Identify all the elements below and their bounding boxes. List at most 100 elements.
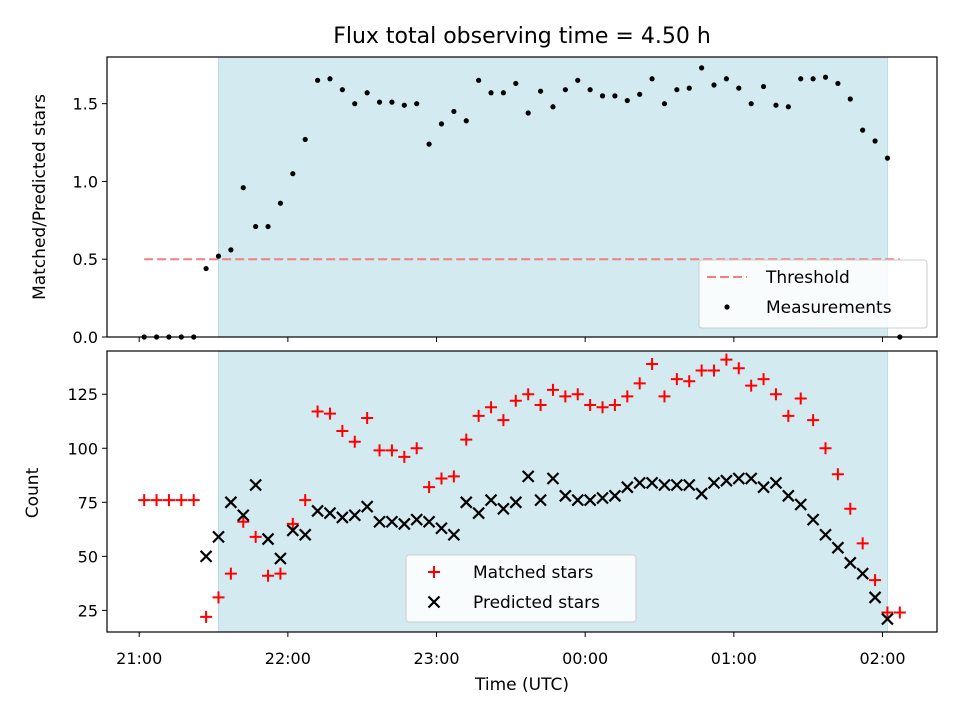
ratio-y-tick-label: 1.5 xyxy=(73,95,98,114)
ratio-legend-entry: Threshold xyxy=(707,268,850,288)
predicted-stars-point xyxy=(707,476,721,490)
predicted-stars-point xyxy=(844,556,857,570)
predicted-stars-point xyxy=(286,524,300,537)
predicted-stars-point xyxy=(621,480,634,494)
predicted-stars-point xyxy=(757,480,770,494)
count-y-tick-label: 100 xyxy=(67,439,98,458)
predicted-stars-point xyxy=(274,552,287,565)
measurements-point xyxy=(290,171,296,177)
x-tick-label: 23:00 xyxy=(413,649,459,668)
predicted-stars-series xyxy=(199,470,894,626)
measurements-point xyxy=(488,90,494,96)
predicted-stars-point xyxy=(670,478,684,492)
matched-stars-point xyxy=(299,494,312,507)
ratio-legend-label: Threshold xyxy=(765,268,850,288)
predicted-stars-point xyxy=(398,517,411,531)
x-tick-label: 22:00 xyxy=(265,649,311,668)
predicted-stars-point xyxy=(868,591,882,604)
matched-stars-point xyxy=(398,450,411,463)
predicted-stars-point xyxy=(472,506,485,520)
matched-stars-point xyxy=(336,424,349,437)
matched-stars-point xyxy=(683,375,696,388)
matched-stars-point xyxy=(534,399,547,412)
predicted-stars-point xyxy=(373,515,386,529)
ratio-y-axis-label: Matched/Predicted stars xyxy=(30,94,50,300)
measurements-point xyxy=(550,104,556,110)
matched-stars-point xyxy=(782,409,795,422)
predicted-stars-point xyxy=(856,567,869,580)
x-tick-label: 00:00 xyxy=(562,649,608,668)
measurements-point xyxy=(612,93,618,99)
matched-stars-series xyxy=(138,353,906,623)
measurements-point xyxy=(860,127,866,133)
ratio-y-tick-label: 0.5 xyxy=(73,250,98,269)
matched-stars-point xyxy=(608,399,621,412)
predicted-stars-point xyxy=(236,508,250,522)
matched-stars-point xyxy=(769,388,782,401)
matched-stars-point xyxy=(807,414,820,427)
measurements-point xyxy=(277,200,284,206)
matched-stars-point xyxy=(286,517,299,530)
measurements-point xyxy=(414,101,420,107)
matched-stars-point xyxy=(162,494,175,507)
predicted-stars-point xyxy=(571,493,585,507)
matched-stars-point xyxy=(262,569,275,582)
measurements-point xyxy=(847,96,853,102)
predicted-stars-point xyxy=(583,493,597,507)
ratio-legend-box xyxy=(698,259,928,329)
predicted-stars-point xyxy=(360,500,374,513)
matched-stars-point xyxy=(881,606,894,619)
x-tick-label: 21:00 xyxy=(116,649,162,668)
measurements-point xyxy=(711,82,717,88)
x-tick-label: 01:00 xyxy=(711,649,757,668)
predicted-stars-point xyxy=(881,612,894,626)
predicted-stars-point xyxy=(199,550,213,563)
matched-stars-point xyxy=(732,362,745,375)
matched-stars-point xyxy=(633,377,646,390)
x-tick-labels: 21:00 22:00 23:00 00:00 01:00 02:00 xyxy=(116,649,905,668)
matched-stars-point xyxy=(695,364,708,377)
predicted-stars-point xyxy=(459,496,473,509)
measurements-point xyxy=(314,77,321,83)
predicted-stars-legend-handle xyxy=(427,595,441,609)
predicted-stars-point xyxy=(212,530,225,544)
predicted-stars-point xyxy=(559,489,572,503)
count-legend-label: Matched stars xyxy=(473,563,593,583)
predicted-stars-point xyxy=(658,478,671,492)
matched-stars-point xyxy=(621,390,634,403)
ratio-legend-entry: Measurements xyxy=(724,298,892,318)
matched-stars-point xyxy=(794,392,807,405)
matched-stars-point xyxy=(893,606,906,619)
matched-stars-point xyxy=(745,379,758,392)
matched-stars-point xyxy=(435,472,448,485)
matched-stars-point xyxy=(361,412,374,425)
measurements-point xyxy=(451,108,457,115)
predicted-stars-point xyxy=(831,541,845,554)
measurements-point xyxy=(513,80,519,87)
predicted-stars-point xyxy=(596,491,609,505)
count-y-tick-label: 25 xyxy=(78,601,98,620)
measurements-point xyxy=(822,74,829,80)
measurements-point xyxy=(228,247,234,253)
x-tick-label: 02:00 xyxy=(859,649,905,668)
matched-stars-point xyxy=(410,442,423,455)
count-y-tick-label: 125 xyxy=(67,385,98,404)
predicted-stars-point xyxy=(682,478,696,492)
measurements-point xyxy=(624,97,630,104)
matched-stars-point xyxy=(311,405,324,418)
measurements-point xyxy=(537,88,544,94)
measurements-point xyxy=(699,65,705,71)
matched-stars-point xyxy=(509,394,522,407)
count-axes-frame xyxy=(106,350,938,633)
measurements-point xyxy=(587,87,593,93)
measurements-point xyxy=(401,102,407,108)
measurements-point xyxy=(736,85,742,91)
measurements-point xyxy=(203,265,209,272)
matched-stars-point xyxy=(224,567,237,580)
predicted-stars-point xyxy=(806,513,820,526)
predicted-stars-point xyxy=(249,478,262,492)
matched-stars-point xyxy=(720,353,733,366)
measurements-point xyxy=(215,253,222,259)
predicted-stars-point xyxy=(782,489,795,503)
